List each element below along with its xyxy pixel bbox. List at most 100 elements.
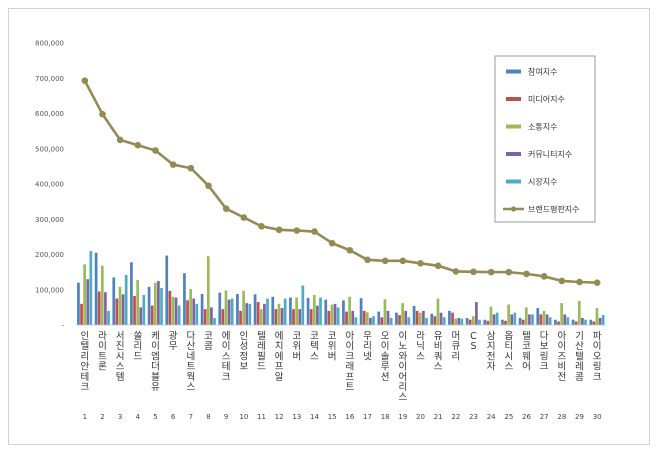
y-tick-label: 700,000 (35, 75, 64, 83)
line-point-19 (399, 257, 407, 265)
legend-swatch (506, 69, 521, 74)
line-point-29 (576, 278, 583, 286)
bar-1-1 (77, 282, 80, 325)
bar-1-26 (518, 317, 522, 325)
bar-2-17 (362, 310, 366, 325)
bar-3-9 (224, 290, 228, 325)
bar-3-16 (348, 296, 351, 325)
bar-1-15 (324, 299, 328, 325)
legend-swatch (506, 179, 521, 184)
line-point-11 (258, 223, 265, 230)
bar-3-28 (560, 303, 563, 325)
bar-2-11 (256, 302, 260, 325)
bar-2-9 (221, 309, 225, 325)
index-label: 26 (522, 413, 531, 421)
y-tick-label: 500,000 (35, 145, 64, 153)
bar-2-24 (486, 320, 490, 325)
index-label: 15 (328, 413, 337, 421)
index-label: 25 (504, 413, 513, 421)
bar-2-27 (539, 314, 543, 325)
bar-2-28 (557, 321, 560, 325)
bar-5-28 (566, 317, 570, 325)
index-label: 13 (292, 413, 301, 421)
bar-2-8 (203, 309, 207, 325)
bar-2-3 (115, 298, 119, 325)
bar-1-20 (412, 305, 416, 325)
bar-2-13 (292, 309, 295, 325)
bar-4-25 (510, 314, 514, 325)
bar-5-2 (107, 310, 110, 325)
line-point-26 (523, 270, 530, 278)
bar-4-11 (263, 303, 266, 325)
y-tick-label: 300,000 (35, 216, 64, 224)
bar-4-12 (280, 308, 284, 325)
index-label: 30 (593, 413, 602, 421)
bar-5-26 (531, 314, 534, 325)
line-point-7 (187, 164, 195, 172)
bar-2-14 (309, 309, 313, 325)
bar-5-15 (336, 307, 340, 325)
bar-3-21 (436, 298, 440, 325)
bar-4-28 (563, 314, 567, 325)
bar-4-20 (422, 310, 425, 325)
line-point-9 (222, 205, 230, 212)
line-point-23 (470, 268, 477, 276)
bar-4-10 (245, 303, 249, 325)
index-label: 12 (275, 413, 284, 421)
bar-1-16 (342, 300, 345, 325)
x-axis-categories: 인 텔 리 안 테 크 라 이 트 론 서 진 시 스 템 쏠 리 드 케 이 엠 더 블 유 광 무 다 산 네 트 웍 스 코 콤 에 이 스 테 크 인… (80, 330, 601, 403)
bar-4-1 (86, 279, 90, 325)
bar-1-28 (554, 319, 557, 325)
bar-5-22 (460, 318, 464, 325)
line-series (81, 77, 601, 287)
legend-label: 미디어지수 (528, 94, 565, 104)
bar-2-2 (97, 291, 101, 325)
index-label: 2 (100, 413, 104, 421)
bar-5-12 (283, 298, 287, 325)
bar-3-7 (189, 289, 192, 325)
bar-1-8 (200, 293, 204, 325)
bar-1-12 (271, 296, 275, 325)
line-point-30 (593, 279, 601, 287)
bar-5-25 (513, 312, 517, 325)
bar-2-26 (521, 319, 525, 325)
y-tick-label: 200,000 (35, 251, 64, 259)
bar-3-10 (242, 290, 245, 325)
chart-frame: - 100,000 200,000 300,000 400,000 500,000 600,… (8, 8, 650, 445)
bar-1-25 (501, 319, 504, 325)
index-label: 22 (451, 413, 460, 421)
bar-1-29 (571, 319, 575, 325)
line-point-27 (540, 273, 548, 280)
bar-3-1 (83, 264, 86, 325)
index-label: 16 (345, 413, 354, 421)
bar-1-2 (94, 252, 98, 325)
bar-3-22 (454, 318, 457, 325)
y-tick-label: 800,000 (35, 40, 64, 48)
bar-2-12 (274, 309, 278, 325)
bar-4-29 (581, 317, 584, 325)
bar-1-10 (236, 293, 239, 325)
bar-5-29 (584, 319, 587, 325)
index-label: 3 (118, 413, 122, 421)
bar-5-17 (372, 316, 375, 325)
index-label: 5 (153, 413, 157, 421)
bar-4-5 (157, 280, 160, 325)
bar-2-6 (168, 290, 172, 325)
bar-5-8 (213, 317, 216, 325)
line-point-13 (293, 227, 301, 234)
bar-3-15 (330, 304, 334, 325)
bar-3-25 (507, 304, 510, 325)
bar-2-1 (80, 303, 83, 325)
